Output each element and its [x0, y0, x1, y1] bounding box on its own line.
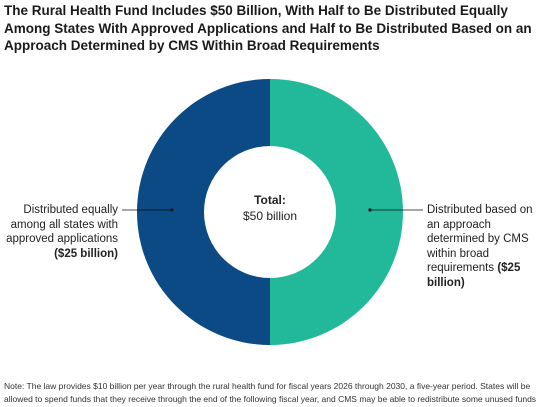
slice-label-equal-distribution: Distributed equally among all states wit…	[4, 203, 118, 261]
slice-label-equal-value: ($25 billion)	[54, 247, 118, 260]
leader-line-right-dot	[368, 208, 372, 212]
slice-label-cms-distribution: Distributed based on an approach determi…	[427, 203, 537, 290]
slice-label-cms-value: ($25 billion)	[427, 262, 521, 289]
chart-title: The Rural Health Fund Includes $50 Billi…	[4, 3, 532, 53]
donut-slices	[137, 79, 403, 345]
center-total-value: $50 billion	[242, 209, 298, 223]
leader-line-left-dot	[170, 208, 174, 212]
slice-label-cms-text: Distributed based on an approach determi…	[427, 204, 533, 274]
donut-center-label: Total: $50 billion	[205, 192, 335, 224]
footnote: Note: The law provides $10 billion per y…	[4, 381, 537, 407]
slice-label-equal-text: Distributed equally among all states wit…	[6, 204, 118, 245]
donut-slice-2	[137, 79, 270, 345]
annotation-leaders	[122, 208, 423, 212]
donut-slice-1	[270, 79, 403, 345]
center-total-label: Total:	[254, 193, 286, 207]
